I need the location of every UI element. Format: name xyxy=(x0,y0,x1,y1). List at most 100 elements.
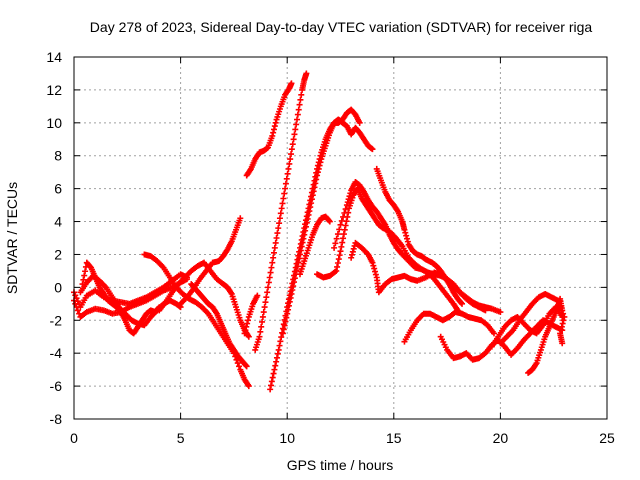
data-point xyxy=(271,366,278,373)
data-point xyxy=(264,289,271,296)
data-point xyxy=(73,304,80,311)
data-point xyxy=(244,320,251,327)
data-point xyxy=(270,129,277,136)
data-point xyxy=(275,225,282,232)
data-point xyxy=(303,219,310,226)
data-point xyxy=(340,231,347,238)
data-point xyxy=(277,210,284,217)
data-point xyxy=(301,231,308,238)
data-point xyxy=(272,239,279,246)
data-point xyxy=(289,286,296,293)
data-point xyxy=(343,202,350,209)
data-point xyxy=(273,358,280,365)
data-point xyxy=(287,156,294,163)
data-point xyxy=(331,244,338,251)
data-point xyxy=(291,131,298,138)
data-point xyxy=(348,254,355,261)
data-point xyxy=(404,238,411,245)
data-point xyxy=(350,245,357,252)
data-point xyxy=(265,284,272,291)
data-point xyxy=(288,146,295,153)
data-point xyxy=(237,215,244,222)
data-point xyxy=(242,362,249,369)
data-point xyxy=(557,327,564,334)
data-point xyxy=(281,190,288,197)
data-point xyxy=(287,294,294,301)
data-point xyxy=(317,159,324,166)
series-prn-h xyxy=(188,281,250,370)
data-point xyxy=(283,314,290,321)
data-point xyxy=(290,283,297,290)
data-point xyxy=(279,200,286,207)
data-point xyxy=(298,243,305,250)
data-point xyxy=(333,235,340,242)
data-point xyxy=(276,342,283,349)
data-point xyxy=(258,323,265,330)
data-point xyxy=(336,252,343,259)
y-axis-title: SDTVAR / TECUs xyxy=(4,182,20,294)
x-axis-title: GPS time / hours xyxy=(287,457,394,473)
data-point xyxy=(342,222,349,229)
data-point xyxy=(340,235,347,242)
data-point xyxy=(243,363,250,370)
y-tick-label: 12 xyxy=(46,82,62,98)
y-axis-tick-labels: -8 -6 -4 -2 0 2 4 6 8 10 12 14 xyxy=(46,49,62,427)
data-point xyxy=(560,310,567,317)
y-tick-label: 4 xyxy=(54,214,62,230)
data-point xyxy=(285,306,292,313)
data-point xyxy=(333,267,340,274)
data-point xyxy=(296,101,303,108)
y-tick-label: -8 xyxy=(50,411,63,427)
data-point xyxy=(260,309,267,316)
data-point xyxy=(344,199,351,206)
series-prn-u xyxy=(488,304,566,350)
data-point xyxy=(314,172,321,179)
data-point xyxy=(267,386,274,393)
data-point xyxy=(304,215,311,222)
data-point xyxy=(305,211,312,218)
y-tick-label: 2 xyxy=(54,246,62,262)
data-point xyxy=(313,176,320,183)
data-point xyxy=(296,251,303,258)
x-tick-label: 5 xyxy=(177,430,185,446)
series-prn-m xyxy=(279,106,363,337)
data-point xyxy=(81,272,88,279)
y-tick-label: 6 xyxy=(54,181,62,197)
data-point xyxy=(335,256,342,263)
x-tick-label: 15 xyxy=(386,430,402,446)
data-point xyxy=(272,362,279,369)
data-point xyxy=(293,121,300,128)
data-point xyxy=(295,259,302,266)
data-point xyxy=(371,265,378,272)
data-point xyxy=(312,180,319,187)
data-point xyxy=(286,298,293,305)
data-point xyxy=(283,175,290,182)
data-point xyxy=(334,260,341,267)
plot-frame xyxy=(73,56,608,420)
data-point xyxy=(337,221,344,228)
data-point xyxy=(340,213,347,220)
data-point xyxy=(286,160,293,167)
data-point xyxy=(265,279,272,286)
data-point xyxy=(262,299,269,306)
data-point xyxy=(370,262,377,269)
data-point xyxy=(267,269,274,276)
data-point xyxy=(268,264,275,271)
data-point xyxy=(285,302,292,309)
data-point xyxy=(82,268,89,275)
data-point xyxy=(346,193,353,200)
data-point xyxy=(270,126,277,133)
series-prn-s xyxy=(401,309,498,345)
series-prn-v xyxy=(497,290,568,347)
data-point xyxy=(294,116,301,123)
data-point xyxy=(257,328,264,335)
data-point xyxy=(256,333,263,340)
data-point xyxy=(315,165,322,172)
data-point xyxy=(303,70,310,77)
data-point xyxy=(291,275,298,282)
data-point xyxy=(234,360,241,367)
data-point xyxy=(244,317,251,324)
data-point xyxy=(339,239,346,246)
data-point xyxy=(261,304,268,311)
x-tick-label: 25 xyxy=(599,430,615,446)
